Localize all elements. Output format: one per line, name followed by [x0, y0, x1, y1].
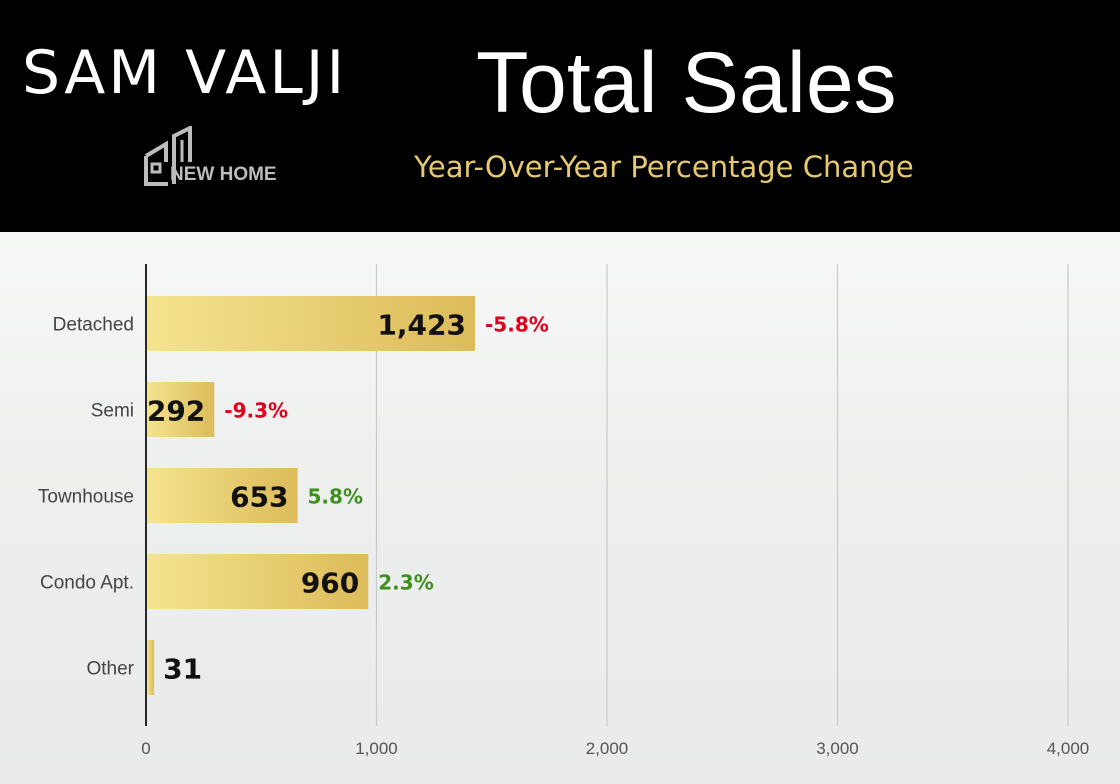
chart-title: Total Sales	[476, 35, 897, 131]
house-logo-icon	[144, 124, 192, 186]
category-label: Other	[86, 659, 134, 680]
x-tick-label: 3,000	[816, 739, 859, 758]
category-label: Townhouse	[38, 487, 134, 508]
gridlines	[145, 264, 1069, 726]
bars	[147, 296, 476, 695]
header-banner: SAM VALJI NEW HOME Total Sales Year-Over…	[0, 0, 1120, 232]
data-label: 292	[147, 395, 205, 428]
bar	[147, 468, 298, 523]
bar	[147, 640, 155, 695]
brand-name: SAM VALJI	[22, 38, 348, 108]
new-home-logo: NEW HOME	[144, 124, 277, 186]
chart-subtitle: Year-Over-Year Percentage Change	[414, 150, 914, 184]
bar	[147, 382, 215, 437]
x-tick-label: 1,000	[355, 739, 398, 758]
category-label: Condo Apt.	[40, 573, 134, 594]
data-label: 960	[301, 567, 359, 600]
data-label: 653	[230, 481, 288, 514]
change-label: -5.8%	[485, 313, 549, 337]
change-label: -9.3%	[224, 399, 288, 423]
x-tick-label: 2,000	[586, 739, 629, 758]
labels: 0 1,000 2,000 3,000 4,000 Detached 1,423 -5.8% S…	[38, 309, 1089, 759]
bar	[147, 554, 369, 609]
category-label: Semi	[91, 401, 134, 422]
change-label: 2.3%	[378, 571, 433, 595]
data-label: 1,423	[377, 309, 466, 342]
logo-text: NEW HOME	[170, 164, 277, 185]
data-label: 31	[163, 653, 202, 686]
change-label: 5.8%	[308, 485, 363, 509]
bar	[147, 296, 476, 351]
x-tick-label: 0	[141, 739, 150, 758]
category-label: Detached	[53, 315, 134, 336]
x-tick-label: 4,000	[1047, 739, 1090, 758]
